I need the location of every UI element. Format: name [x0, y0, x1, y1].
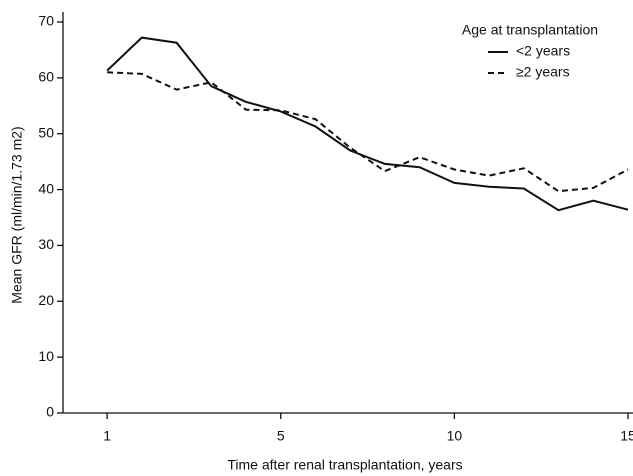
y-tick-label: 60 [38, 69, 54, 85]
x-tick-label: 15 [620, 428, 633, 444]
legend-label: <2 years [516, 43, 570, 59]
y-tick-label: 20 [38, 292, 54, 308]
series-line [106, 36, 629, 212]
y-axis-title: Mean GFR (ml/min/1.73 m2) [9, 126, 25, 303]
x-axis-title: Time after renal transplantation, years [227, 457, 462, 473]
x-tick-label: 1 [103, 428, 111, 444]
x-tick-label: 10 [447, 428, 463, 444]
legend-label: ≥2 years [516, 64, 570, 80]
x-tick-label: 5 [277, 428, 285, 444]
y-tick-label: 30 [38, 236, 54, 252]
y-tick-label: 0 [46, 404, 54, 420]
y-tick-label: 70 [38, 13, 54, 29]
y-tick-label: 50 [38, 124, 54, 140]
y-tick-label: 40 [38, 180, 54, 196]
legend-title: Age at transplantation [462, 22, 598, 38]
y-tick-label: 10 [38, 348, 54, 364]
series-line [107, 71, 629, 193]
